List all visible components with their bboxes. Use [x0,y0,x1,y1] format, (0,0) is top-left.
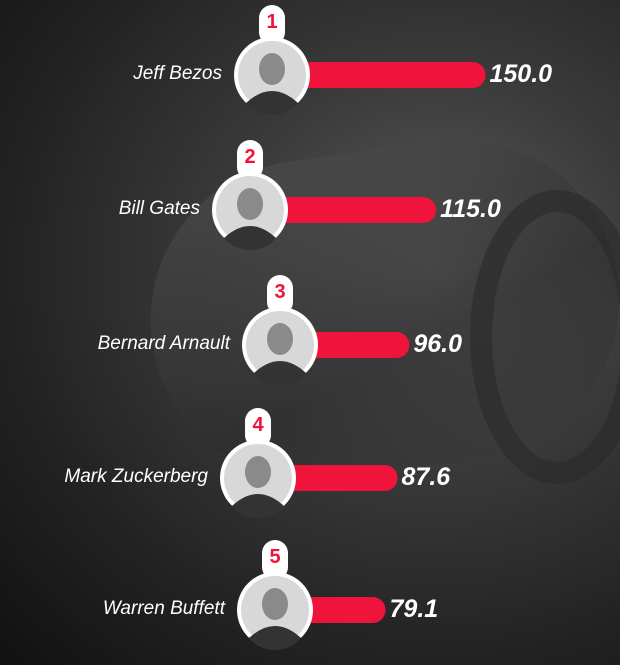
rank-tab [245,408,271,448]
avatar-head [245,456,271,488]
avatar-shoulders [232,494,284,519]
avatar-shoulders [254,361,306,386]
rank-tab [262,540,288,580]
rank-number: 5 [269,546,280,568]
person-name: Warren Buffett [102,598,225,619]
rank-number: 4 [252,414,264,436]
avatar-shoulders [246,91,298,116]
person-name: Bernard Arnault [97,333,230,354]
rank-tab [259,5,285,45]
value-label: 87.6 [401,463,451,491]
avatar-head [259,53,285,85]
person-name: Mark Zuckerberg [64,466,208,487]
rank-number: 3 [274,281,285,303]
avatar-shoulders [224,226,276,251]
value-label: 79.1 [389,595,439,623]
avatar-shoulders [249,626,301,651]
value-label: 150.0 [489,60,553,88]
value-label: 96.0 [413,330,463,358]
avatar-head [267,323,293,355]
person-name: Bill Gates [118,198,200,219]
bar [272,62,486,88]
value-label: 115.0 [440,195,501,223]
rank-number: 1 [266,11,277,33]
bar [250,197,437,223]
rank-tab [267,275,293,315]
person-name: Jeff Bezos [133,63,222,84]
avatar-head [237,188,263,220]
rank-number: 2 [244,146,255,168]
avatar-head [262,588,288,620]
rank-tab [237,140,263,180]
